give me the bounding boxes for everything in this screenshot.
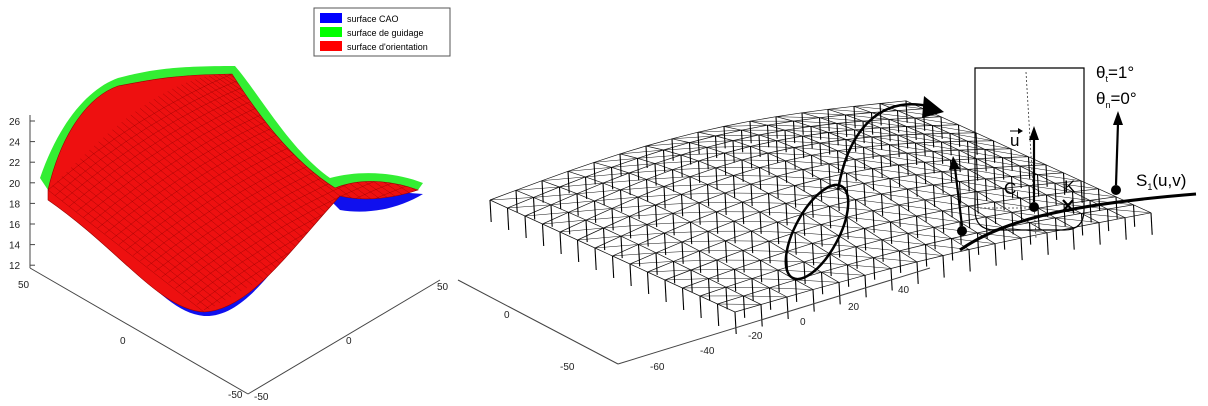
right-axis-tick: 40 xyxy=(898,285,910,296)
k-label: K xyxy=(1064,177,1076,196)
legend-swatch xyxy=(320,27,342,37)
right-axis-tick: -40 xyxy=(700,346,715,357)
right-axis-tick: -50 xyxy=(254,392,269,403)
right-axis-tick: -60 xyxy=(650,362,665,373)
legend-label: surface CAO xyxy=(347,14,399,24)
surface-plot-3d: 26 24 22 20 18 16 14 12 surface CAO surface de g… xyxy=(9,7,451,403)
legend-swatch xyxy=(320,41,342,51)
z-axis-tick: 16 xyxy=(9,220,21,231)
legend: surface CAO surface de guidage surface d'o… xyxy=(313,7,451,57)
surface-s1-label: S1(u,v) xyxy=(1136,171,1186,192)
left-axis-tick: 0 xyxy=(120,336,126,347)
right-axis-tick: 20 xyxy=(848,302,860,313)
theta-t-label: θt=1° xyxy=(1096,63,1134,84)
surface-cao xyxy=(48,190,423,317)
z-axis-tick: 14 xyxy=(9,241,21,252)
left-axis-tick: -50 xyxy=(560,362,575,373)
tool-outline xyxy=(974,67,1085,231)
z-axis-tick: 18 xyxy=(9,199,21,210)
right-axis-tick: 0 xyxy=(346,336,352,347)
legend-swatch xyxy=(320,13,342,23)
left-axis-tick: -50 xyxy=(228,390,243,401)
surface-orientation xyxy=(47,73,419,313)
right-axis-tick: 0 xyxy=(800,317,806,328)
zoom-arrow xyxy=(836,103,929,191)
cl-label: CL xyxy=(1004,179,1021,200)
vector-u-label: u xyxy=(1010,131,1019,150)
surface-curve xyxy=(959,192,1197,252)
tool-contact-diagram: θt=1° θn=0° u CL K S1(u,v) xyxy=(949,63,1197,252)
right-axis-tick: -20 xyxy=(748,331,763,342)
z-axis-tick: 12 xyxy=(9,261,21,272)
highlight-ellipse xyxy=(784,183,850,281)
wireframe-mesh-plot: 0 -50 40 20 0 -20 -40 -60 xyxy=(457,96,1153,373)
left-axis-tick: 0 xyxy=(504,310,510,321)
surface-guidage xyxy=(40,66,423,190)
left-axis-tick: 50 xyxy=(18,280,30,291)
z-axis-tick: 24 xyxy=(9,138,21,149)
right-axis-tick: 50 xyxy=(437,282,449,293)
theta-n-label: θn=0° xyxy=(1096,89,1137,110)
z-axis-tick: 20 xyxy=(9,179,21,190)
legend-label: surface d'orientation xyxy=(347,42,428,52)
legend-label: surface de guidage xyxy=(347,28,424,38)
z-axis-tick: 26 xyxy=(9,117,21,128)
z-axis-tick: 22 xyxy=(9,158,21,169)
contact-point-k-marker xyxy=(1062,199,1074,212)
